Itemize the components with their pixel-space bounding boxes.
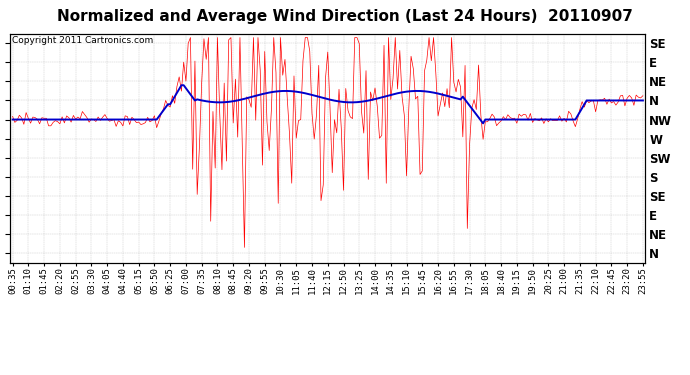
Text: Normalized and Average Wind Direction (Last 24 Hours)  20110907: Normalized and Average Wind Direction (L… bbox=[57, 9, 633, 24]
Text: Copyright 2011 Cartronics.com: Copyright 2011 Cartronics.com bbox=[12, 36, 153, 45]
